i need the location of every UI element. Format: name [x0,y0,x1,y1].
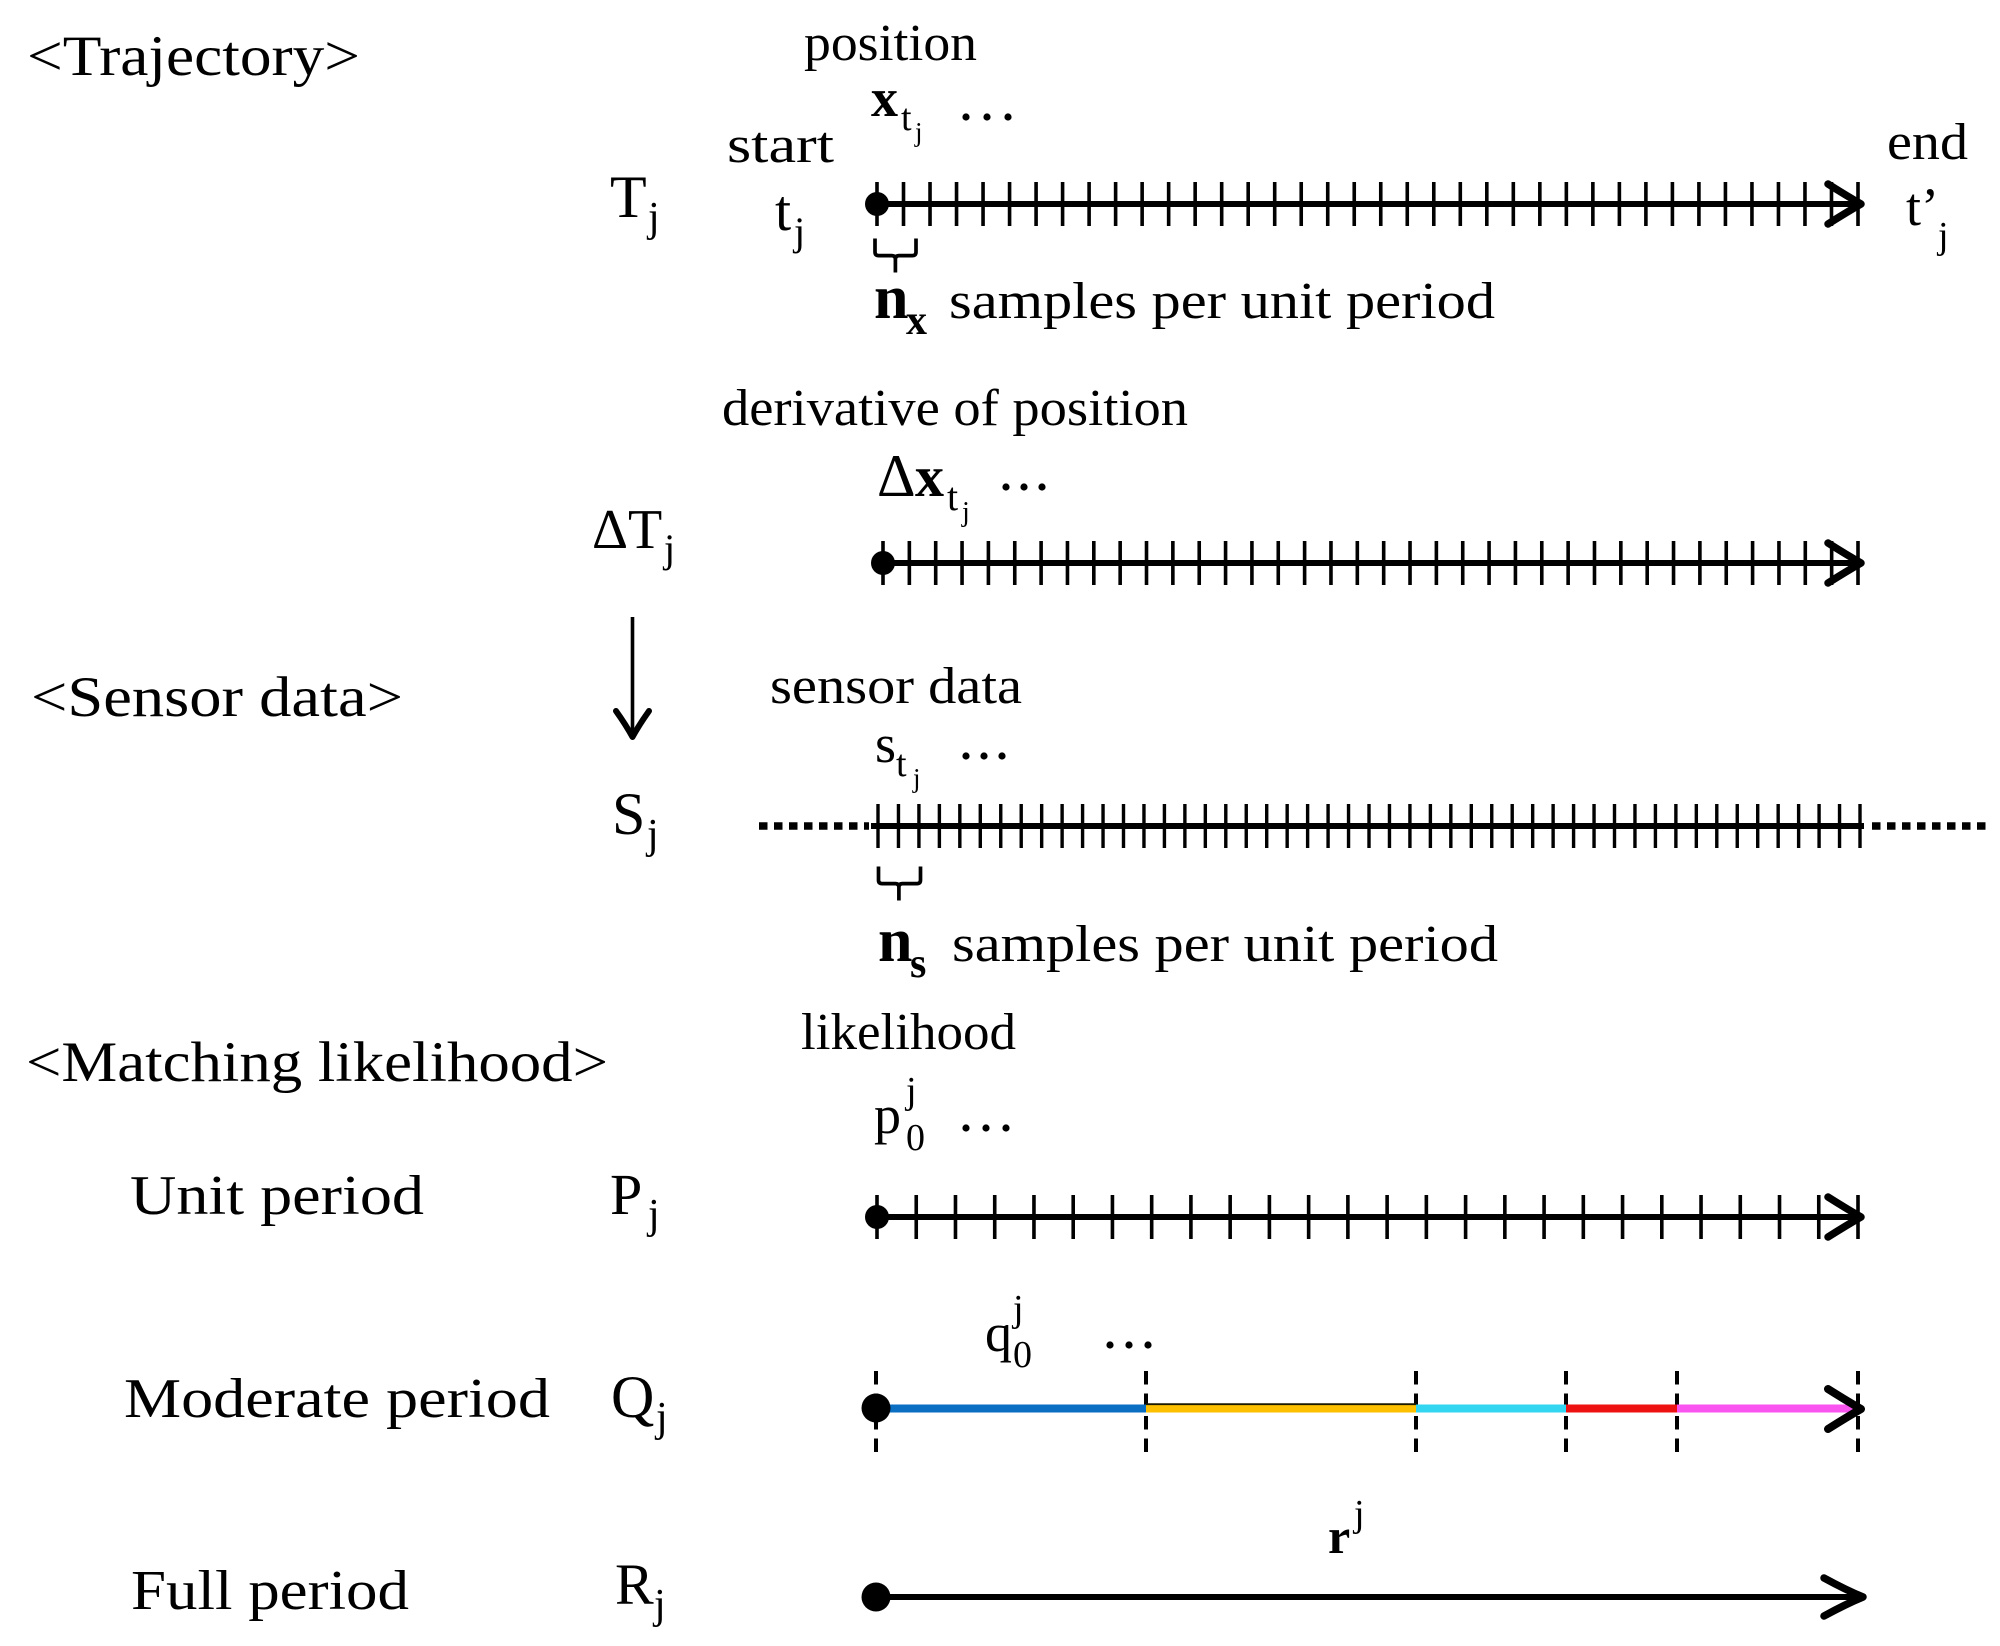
svg-text:Δ: Δ [877,443,916,509]
svg-text:t: t [947,474,958,519]
svg-text:j: j [645,812,659,858]
svg-text:t: t [896,743,907,785]
svg-text:samples per unit period: samples per unit period [952,916,1498,973]
svg-text:j: j [1936,215,1949,257]
svg-text:0: 0 [1013,1334,1032,1376]
svg-text:j: j [912,763,921,793]
svg-text:q: q [985,1303,1012,1363]
svg-text:x: x [915,444,944,509]
svg-text:<Trajectory>: <Trajectory> [27,25,360,88]
svg-text:T: T [610,164,647,230]
svg-text:j: j [654,1395,668,1441]
svg-text:0: 0 [906,1117,925,1159]
svg-text:r: r [1328,1508,1350,1564]
svg-text:j: j [961,497,970,528]
svg-text:P: P [610,1162,642,1227]
svg-text:ΔT: ΔT [592,499,662,561]
svg-text:Moderate period: Moderate period [124,1368,550,1430]
svg-text:j: j [652,1582,666,1628]
svg-text:<Matching likelihood>: <Matching likelihood> [26,1031,608,1094]
svg-text:s: s [875,714,896,774]
svg-text:<Sensor data>: <Sensor data> [31,666,403,729]
svg-text:derivative of position: derivative of position [722,380,1188,437]
svg-text:R: R [615,1552,654,1617]
svg-text:position: position [804,15,977,72]
svg-text:Q: Q [611,1364,654,1430]
svg-text:j: j [1352,1493,1365,1535]
svg-text:end: end [1887,114,1968,171]
svg-text:j: j [904,1070,917,1112]
svg-text:start: start [727,117,835,174]
svg-text:x: x [906,298,927,344]
svg-text:sensor data: sensor data [770,658,1022,715]
svg-text:s: s [910,941,926,987]
svg-text:t: t [901,97,912,139]
svg-text:j: j [646,195,660,241]
svg-text:Unit period: Unit period [130,1165,424,1227]
svg-text:j: j [662,526,675,571]
svg-text:S: S [612,781,645,847]
svg-text:n: n [878,907,912,975]
svg-text:p: p [874,1085,901,1145]
svg-text:n: n [874,264,908,332]
svg-text:j: j [914,117,923,147]
svg-text:likelihood: likelihood [801,1004,1016,1061]
svg-text:j: j [1011,1288,1024,1330]
svg-text:t’: t’ [1906,177,1939,237]
svg-text:j: j [646,1192,660,1238]
svg-text:x: x [871,68,898,128]
svg-text:t: t [775,178,791,243]
svg-text:Full period: Full period [131,1560,409,1622]
svg-text:j: j [792,209,805,254]
svg-text:samples per unit period: samples per unit period [949,273,1495,330]
